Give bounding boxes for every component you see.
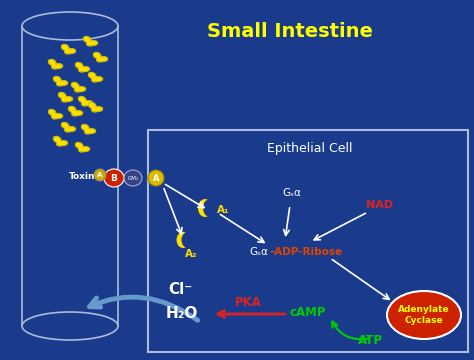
Polygon shape bbox=[58, 93, 73, 102]
Text: Gₛα: Gₛα bbox=[283, 188, 301, 198]
Text: GM₁: GM₁ bbox=[128, 176, 138, 180]
Text: –ADP-Ribose: –ADP-Ribose bbox=[270, 247, 343, 257]
Text: B: B bbox=[110, 174, 118, 183]
Polygon shape bbox=[82, 125, 96, 134]
Bar bbox=[148, 130, 468, 352]
Ellipse shape bbox=[387, 291, 461, 339]
Text: Cl⁻: Cl⁻ bbox=[168, 283, 192, 297]
Polygon shape bbox=[79, 96, 92, 106]
Ellipse shape bbox=[94, 169, 106, 181]
Polygon shape bbox=[72, 82, 86, 92]
Polygon shape bbox=[54, 77, 68, 86]
Text: Small Intestine: Small Intestine bbox=[207, 22, 373, 41]
Text: A: A bbox=[97, 172, 103, 178]
Polygon shape bbox=[75, 143, 90, 152]
Ellipse shape bbox=[198, 199, 212, 217]
Text: Gₛα: Gₛα bbox=[249, 247, 268, 257]
Ellipse shape bbox=[203, 199, 217, 217]
Polygon shape bbox=[93, 53, 108, 62]
Ellipse shape bbox=[124, 170, 142, 186]
Text: A₁: A₁ bbox=[217, 205, 229, 215]
Polygon shape bbox=[48, 109, 63, 119]
Ellipse shape bbox=[176, 232, 190, 248]
Ellipse shape bbox=[104, 169, 124, 187]
Polygon shape bbox=[69, 107, 82, 116]
Polygon shape bbox=[62, 45, 75, 54]
Text: A: A bbox=[153, 174, 159, 183]
Polygon shape bbox=[75, 63, 90, 72]
Text: ATP: ATP bbox=[357, 333, 383, 346]
Polygon shape bbox=[83, 37, 98, 46]
Polygon shape bbox=[62, 122, 75, 132]
Polygon shape bbox=[48, 59, 63, 69]
Text: Epithelial Cell: Epithelial Cell bbox=[267, 142, 353, 155]
Polygon shape bbox=[54, 136, 68, 146]
Text: Adenylate
Cyclase: Adenylate Cyclase bbox=[398, 305, 450, 325]
Text: Toxin: Toxin bbox=[69, 171, 95, 180]
Text: PKA: PKA bbox=[235, 296, 262, 309]
Text: NAD: NAD bbox=[366, 200, 393, 210]
Ellipse shape bbox=[22, 312, 118, 340]
Text: cAMP: cAMP bbox=[290, 306, 326, 319]
Ellipse shape bbox=[182, 232, 194, 248]
Polygon shape bbox=[89, 103, 102, 112]
Ellipse shape bbox=[22, 12, 118, 40]
Text: H₂O: H₂O bbox=[166, 306, 198, 321]
Ellipse shape bbox=[148, 170, 164, 186]
Text: A₂: A₂ bbox=[185, 249, 198, 259]
Polygon shape bbox=[89, 73, 102, 82]
